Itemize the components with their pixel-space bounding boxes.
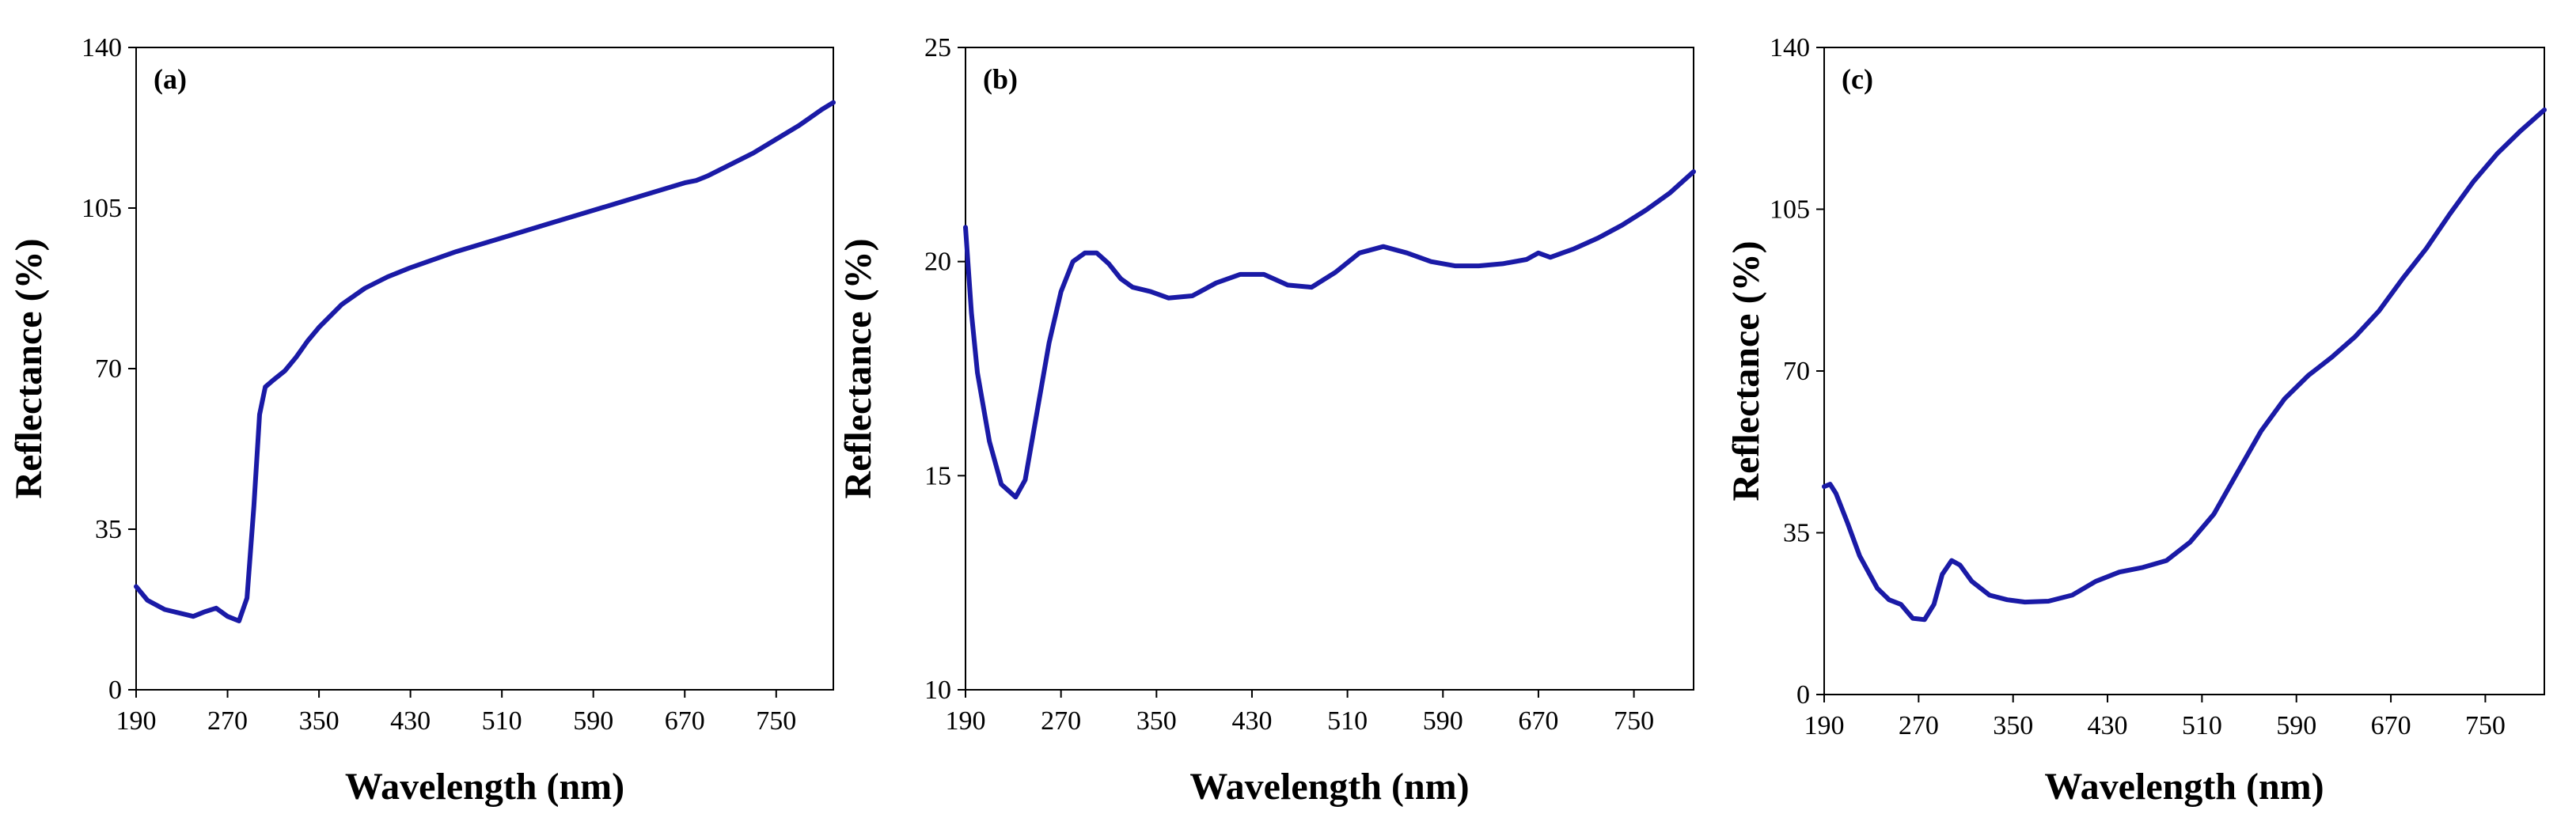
x-tick-label: 270 (1899, 711, 1939, 740)
x-tick-label: 750 (2465, 711, 2506, 740)
y-axis-title: Reflectance (%) (1725, 240, 1767, 501)
y-tick-label: 0 (108, 676, 122, 705)
y-tick-label: 25 (924, 33, 951, 62)
y-tick-label: 0 (1796, 680, 1810, 710)
x-tick-label: 590 (1423, 706, 1463, 736)
y-axis-title: Reflectance (%) (837, 238, 879, 498)
x-tick-label: 590 (573, 706, 613, 736)
x-tick-label: 670 (1518, 706, 1558, 736)
x-tick-label: 350 (1993, 711, 2033, 740)
series-line-0 (134, 100, 836, 623)
y-tick-label: 35 (95, 515, 122, 544)
y-tick-label: 70 (1783, 357, 1810, 386)
panel-label: (a) (154, 63, 187, 95)
panel-c: 0 35 70 105 140 190 270 350 430 510 590 670 750 Wavel… (1725, 33, 2547, 808)
panel-label: (c) (1842, 63, 1873, 95)
plot-frame (965, 47, 1694, 691)
panel-label: (b) (983, 63, 1018, 95)
y-tick-label: 140 (82, 33, 122, 62)
y-tick-label: 105 (1770, 195, 1810, 225)
x-tick-label: 190 (946, 706, 986, 736)
x-tick-label: 350 (1136, 706, 1177, 736)
y-tick-label: 15 (924, 461, 951, 490)
x-tick-label: 670 (665, 706, 705, 736)
x-tick-label: 510 (1327, 706, 1368, 736)
x-tick-label: 430 (2088, 711, 2128, 740)
y-tick-label: 105 (82, 194, 122, 223)
x-tick-label: 190 (1804, 711, 1845, 740)
plot-frame (135, 47, 834, 691)
x-tick-label: 750 (756, 706, 796, 736)
x-tick-label: 430 (390, 706, 431, 736)
x-axis-title: Wavelength (nm) (2044, 766, 2324, 808)
x-tick-label: 270 (207, 706, 248, 736)
plot-frame (1823, 47, 2545, 695)
x-tick-label: 350 (299, 706, 340, 736)
x-tick-label: 750 (1614, 706, 1654, 736)
y-tick-label: 10 (924, 676, 951, 705)
panel-b: 10 15 20 25 190 270 350 430 510 590 670 750 Waveleng… (837, 33, 1696, 808)
y-axis-title: Reflectance (%) (8, 238, 50, 498)
x-tick-label: 510 (2182, 711, 2222, 740)
x-tick-label: 670 (2371, 711, 2411, 740)
x-axis-title: Wavelength (nm) (345, 766, 624, 808)
y-tick-label: 140 (1770, 33, 1810, 62)
x-tick-label: 590 (2276, 711, 2316, 740)
x-tick-label: 430 (1231, 706, 1272, 736)
series-line-0 (1822, 107, 2547, 623)
x-axis-title: Wavelength (nm) (1189, 766, 1469, 808)
x-tick-label: 190 (116, 706, 157, 736)
x-tick-label: 510 (482, 706, 522, 736)
x-tick-label: 270 (1041, 706, 1081, 736)
y-tick-label: 20 (924, 248, 951, 277)
y-tick-label: 35 (1783, 519, 1810, 548)
panel-a: 0 35 70 105 140 190 270 350 430 510 590 670 750 Wavel… (8, 33, 836, 808)
series-line-0 (963, 169, 1696, 500)
y-tick-label: 70 (95, 354, 122, 384)
